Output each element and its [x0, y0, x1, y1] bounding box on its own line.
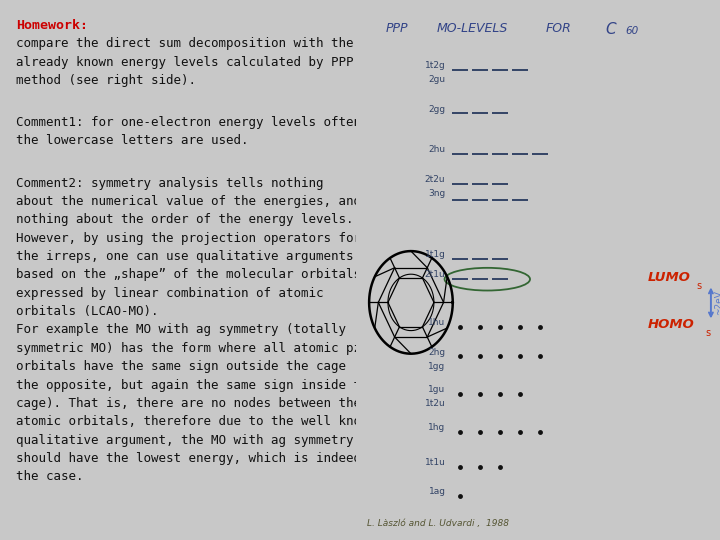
- Text: the case.: the case.: [16, 470, 84, 483]
- Text: method (see right side).: method (see right side).: [16, 74, 196, 87]
- Text: 1t1g: 1t1g: [425, 251, 446, 259]
- Text: PPP: PPP: [385, 22, 408, 35]
- Text: 60: 60: [626, 26, 639, 36]
- Text: symmetric MO) has the form where all atomic pz: symmetric MO) has the form where all ato…: [16, 342, 361, 355]
- Text: 1gu: 1gu: [428, 386, 446, 394]
- Text: cage). That is, there are no nodes between the: cage). That is, there are no nodes betwe…: [16, 397, 361, 410]
- Text: 2t1u: 2t1u: [425, 271, 446, 279]
- Text: compare the direct sum decomposition with the: compare the direct sum decomposition wit…: [16, 37, 354, 50]
- Text: the irreps, one can use qualitative arguments: the irreps, one can use qualitative argu…: [16, 250, 354, 263]
- Text: s: s: [706, 328, 711, 338]
- Text: qualitative argument, the MO with ag symmetry: qualitative argument, the MO with ag sym…: [16, 434, 354, 447]
- Text: about the numerical value of the energies, and: about the numerical value of the energie…: [16, 195, 361, 208]
- Text: 1hg: 1hg: [428, 423, 446, 432]
- Text: the opposite, but again the same sign inside the: the opposite, but again the same sign in…: [16, 379, 376, 392]
- Text: 1t2u: 1t2u: [425, 400, 446, 408]
- Text: s: s: [697, 281, 702, 291]
- Text: 2hg: 2hg: [428, 348, 446, 356]
- Text: Homework:: Homework:: [16, 19, 88, 32]
- Text: expressed by linear combination of atomic: expressed by linear combination of atomi…: [16, 287, 323, 300]
- Text: Comment1: for one-electron energy levels often: Comment1: for one-electron energy levels…: [16, 116, 361, 129]
- Text: C: C: [606, 22, 616, 37]
- Text: 2gu: 2gu: [428, 76, 446, 84]
- Text: MO-LEVELS: MO-LEVELS: [436, 22, 508, 35]
- Text: should have the lowest energy, which is indeed: should have the lowest energy, which is …: [16, 452, 361, 465]
- Text: already known energy levels calculated by PPP: already known energy levels calculated b…: [16, 56, 354, 69]
- Text: 1t1u: 1t1u: [425, 458, 446, 467]
- Text: atomic orbitals, therefore due to the well known: atomic orbitals, therefore due to the we…: [16, 415, 376, 428]
- Text: 2hu: 2hu: [428, 145, 446, 154]
- Text: nothing about the order of the energy levels.: nothing about the order of the energy le…: [16, 213, 354, 226]
- Text: For example the MO with ag symmetry (totally: For example the MO with ag symmetry (tot…: [16, 323, 346, 336]
- Text: Comment2: symmetry analysis tells nothing: Comment2: symmetry analysis tells nothin…: [16, 177, 323, 190]
- Text: based on the „shape” of the molecular orbitals as: based on the „shape” of the molecular or…: [16, 268, 384, 281]
- Text: 2t2u: 2t2u: [425, 175, 446, 184]
- Text: orbitals (LCAO-MO).: orbitals (LCAO-MO).: [16, 305, 158, 318]
- Text: ~2eV: ~2eV: [714, 291, 720, 315]
- Text: the lowercase letters are used.: the lowercase letters are used.: [16, 134, 248, 147]
- Text: L. Làszló and L. Udvardi ,  1988: L. Làszló and L. Udvardi , 1988: [367, 519, 509, 528]
- Text: LUMO: LUMO: [647, 271, 690, 284]
- Text: HOMO: HOMO: [647, 318, 694, 331]
- Text: 1ag: 1ag: [428, 487, 446, 496]
- Text: 1t2g: 1t2g: [425, 62, 446, 70]
- FancyArrowPatch shape: [709, 289, 713, 316]
- Text: orbitals have the same sign outside the cage (and: orbitals have the same sign outside the …: [16, 360, 384, 373]
- Text: 2gg: 2gg: [428, 105, 446, 113]
- Text: However, by using the projection operators for: However, by using the projection operato…: [16, 232, 361, 245]
- Text: FOR: FOR: [546, 22, 571, 35]
- Text: 1gg: 1gg: [428, 362, 446, 370]
- Text: 1hu: 1hu: [428, 318, 446, 327]
- Text: 3ng: 3ng: [428, 189, 446, 198]
